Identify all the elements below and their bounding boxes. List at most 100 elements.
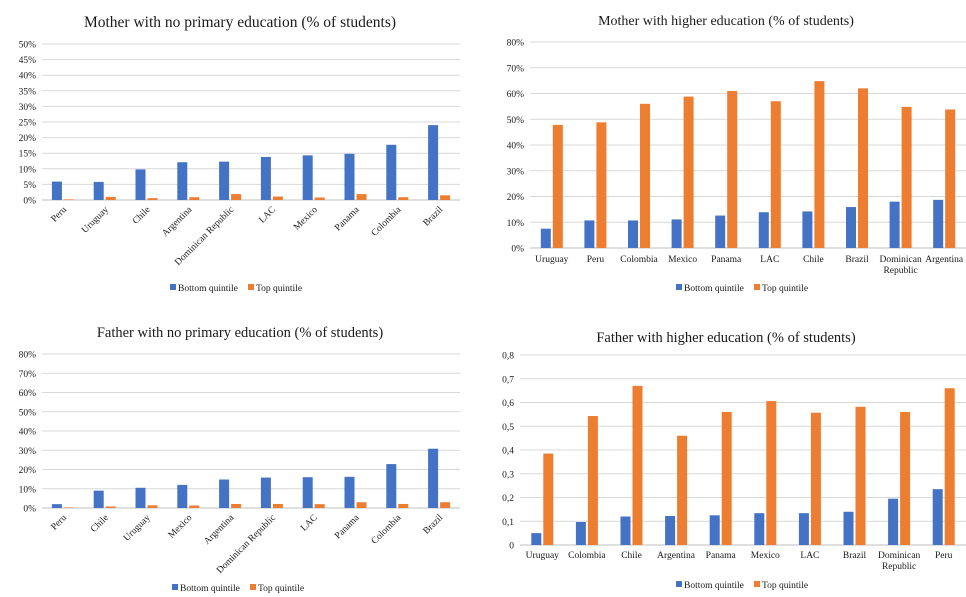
bar-bottom-quintile	[428, 125, 439, 200]
y-tick-label: 60%	[507, 90, 525, 100]
bar-bottom-quintile	[584, 220, 595, 248]
y-tick-label: 35%	[19, 87, 37, 97]
x-tick-label-line: Republic	[883, 266, 917, 276]
legend-swatch	[754, 581, 760, 587]
x-tick-label: LAC	[299, 513, 320, 534]
bar-top-quintile	[314, 504, 325, 508]
x-tick-label: Colombia	[370, 205, 404, 239]
x-tick-label: Peru	[587, 255, 605, 265]
bar-bottom-quintile	[177, 484, 188, 508]
x-tick-label-line: Republic	[882, 562, 916, 572]
bar-top-quintile	[440, 502, 451, 508]
bar-top-quintile	[63, 199, 74, 200]
y-tick-label: 40%	[507, 142, 525, 152]
x-tick-label: Argentina	[925, 255, 964, 265]
y-tick-label: 30%	[19, 447, 37, 457]
bar-top-quintile	[587, 416, 598, 545]
x-tick-label: Mexico	[668, 255, 697, 265]
y-tick-label: 5%	[23, 181, 36, 191]
y-tick-label: 20%	[19, 466, 37, 476]
x-tick-label: Argentina	[202, 513, 236, 547]
bar-top-quintile	[440, 195, 451, 200]
bar-bottom-quintile	[802, 211, 813, 248]
x-tick-label: Argentina	[161, 205, 195, 239]
bar-top-quintile	[147, 505, 158, 508]
legend-swatch	[676, 581, 682, 587]
bar-top-quintile	[231, 194, 242, 200]
bar-bottom-quintile	[344, 476, 355, 508]
y-tick-label: 30%	[19, 103, 37, 113]
bar-top-quintile	[398, 197, 409, 200]
bar-top-quintile	[356, 194, 367, 200]
chart-svg: Mother with no primary education (% of s…	[19, 14, 460, 294]
x-tick-label: Peru	[50, 205, 70, 225]
y-tick-label: 0,1	[502, 518, 514, 528]
x-tick-label: Chile	[803, 255, 824, 265]
bar-top-quintile	[945, 109, 956, 248]
chart-svg: Mother with higher education (% of stude…	[507, 14, 966, 294]
x-tick-label: Uruguay	[122, 513, 153, 544]
bar-bottom-quintile	[302, 477, 313, 508]
x-tick-label: Uruguay	[80, 205, 111, 236]
legend-label: Top quintile	[256, 284, 302, 294]
bar-bottom-quintile	[846, 207, 856, 248]
bar-top-quintile	[356, 502, 367, 508]
bar-bottom-quintile	[302, 155, 313, 200]
bar-bottom-quintile	[177, 162, 188, 200]
bar-top-quintile	[272, 503, 283, 508]
x-tick-label: Uruguay	[526, 551, 559, 561]
x-tick-label: LAC	[800, 551, 819, 561]
bar-top-quintile	[770, 101, 781, 248]
x-tick-label-line: Dominican	[879, 255, 921, 265]
bar-top-quintile	[855, 406, 866, 545]
x-tick-label: LAC	[760, 255, 779, 265]
bar-top-quintile	[632, 385, 643, 545]
bar-bottom-quintile	[715, 215, 726, 248]
x-tick-label: LAC	[258, 205, 279, 226]
bar-top-quintile	[683, 96, 694, 248]
y-tick-label: 50%	[507, 116, 525, 126]
bar-top-quintile	[543, 453, 554, 545]
legend-label: Bottom quintile	[684, 581, 744, 591]
bar-top-quintile	[147, 198, 158, 200]
bar-bottom-quintile	[889, 201, 900, 248]
x-tick-label: Panama	[711, 255, 742, 265]
y-tick-label: 0,7	[502, 375, 514, 385]
y-tick-label: 60%	[19, 389, 37, 399]
bar-top-quintile	[552, 124, 563, 248]
bar-top-quintile	[314, 197, 325, 200]
x-tick-label: Chile	[131, 205, 153, 227]
bar-bottom-quintile	[665, 516, 676, 545]
bar-bottom-quintile	[386, 144, 397, 200]
x-tick-label: Peru	[50, 513, 70, 533]
chart-svg: Father with no primary education (% of s…	[19, 325, 460, 594]
x-tick-label: Dominican Republic	[878, 551, 920, 572]
x-tick-label: Panama	[333, 513, 362, 542]
y-tick-label: 0,8	[502, 352, 514, 362]
bar-top-quintile	[272, 196, 283, 200]
x-tick-label: Dominican Republic	[879, 255, 921, 276]
bar-bottom-quintile	[51, 181, 62, 200]
legend-label: Bottom quintile	[178, 284, 238, 294]
x-tick-label: Mexico	[751, 551, 780, 561]
bar-bottom-quintile	[575, 521, 586, 545]
bar-bottom-quintile	[758, 212, 769, 248]
legend-label: Bottom quintile	[180, 584, 240, 594]
y-tick-label: 10%	[19, 165, 37, 175]
x-tick-label: Uruguay	[535, 255, 568, 265]
bar-top-quintile	[901, 106, 912, 248]
x-tick-label: Mexico	[167, 513, 195, 541]
bar-top-quintile	[727, 90, 738, 248]
x-tick-label: Mexico	[292, 205, 320, 233]
legend-label: Top quintile	[762, 581, 808, 591]
y-tick-label: 0%	[23, 197, 36, 207]
y-tick-label: 10%	[507, 219, 525, 229]
x-tick-label: Brazil	[843, 551, 867, 561]
y-tick-label: 50%	[19, 408, 37, 418]
bar-bottom-quintile	[628, 220, 638, 248]
legend-label: Top quintile	[762, 284, 808, 294]
chart-father-no-primary: Father with no primary education (% of s…	[0, 318, 480, 597]
y-tick-label: 20%	[507, 193, 525, 203]
bar-bottom-quintile	[135, 487, 146, 508]
chart-title: Mother with higher education (% of stude…	[598, 14, 854, 29]
